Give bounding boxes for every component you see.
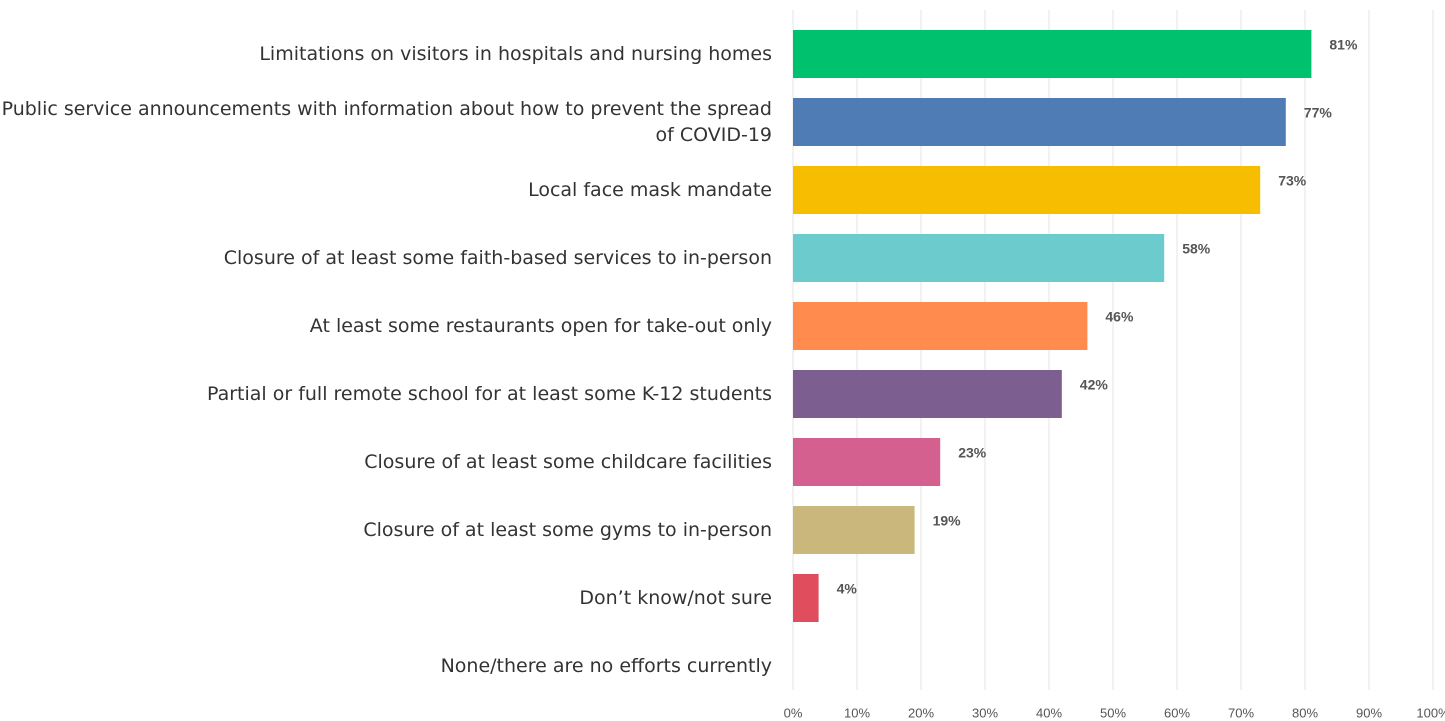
bar [793,370,1062,418]
category-label: Public service announcements with inform… [1,98,772,146]
value-label: 23% [958,445,987,461]
category-label: Partial or full remote school for at lea… [206,383,772,405]
bar [793,438,941,486]
category-label: Closure of at least some faith-based ser… [223,247,772,269]
category-label: At least some restaurants open for take-… [309,315,772,337]
x-tick-label: 60% [1164,705,1190,720]
x-tick-label: 50% [1100,705,1126,720]
category-label: Don’t know/not sure [579,587,772,609]
bar [793,234,1165,282]
x-tick-label: 80% [1292,705,1318,720]
x-tick-label: 90% [1356,705,1382,720]
value-label: 19% [933,513,962,529]
category-label: Local face mask mandate [528,179,772,201]
x-tick-label: 100% [1416,705,1445,720]
x-tick-label: 40% [1036,705,1062,720]
bar [793,574,819,622]
x-tick-label: 20% [908,705,934,720]
value-label: 77% [1304,105,1333,121]
bar [793,166,1261,214]
bar [793,506,915,554]
bar [793,302,1088,350]
category-label: None/there are no efforts currently [440,655,772,677]
category-label: Closure of at least some childcare facil… [364,451,772,473]
x-tick-label: 0% [784,705,803,720]
value-label: 4% [837,581,858,597]
value-label: 46% [1105,309,1134,325]
x-tick-label: 10% [844,705,870,720]
value-label: 81% [1329,37,1358,53]
category-label: Closure of at least some gyms to in-pers… [363,519,772,541]
x-tick-label: 30% [972,705,998,720]
x-tick-label: 70% [1228,705,1254,720]
value-label: 73% [1278,173,1307,189]
value-label: 42% [1080,377,1109,393]
bar [793,30,1312,78]
value-label: 58% [1182,241,1211,257]
bar [793,98,1286,146]
category-label: Limitations on visitors in hospitals and… [259,43,772,65]
